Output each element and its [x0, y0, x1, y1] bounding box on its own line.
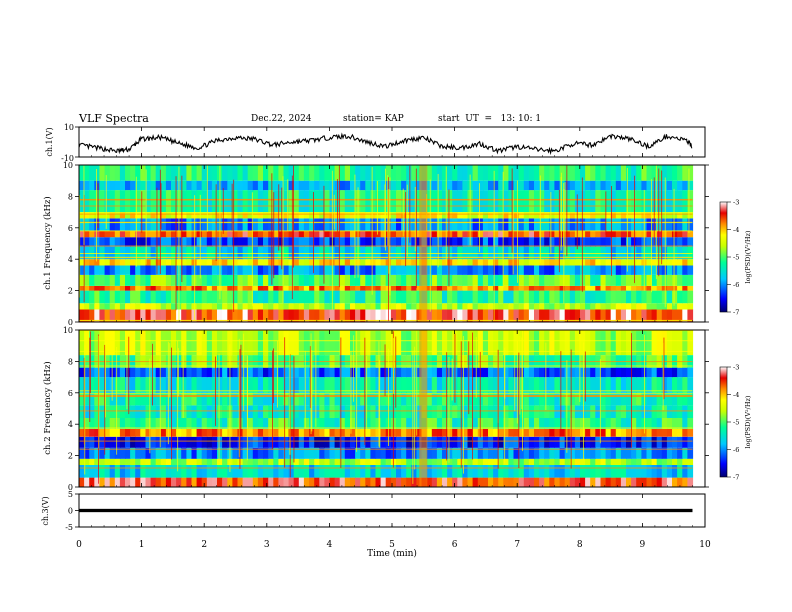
ch3-ytick-label: 5 — [68, 490, 73, 499]
x-tick-label: 0 — [76, 540, 82, 550]
x-tick-label: 8 — [577, 540, 583, 550]
ch1-spec-ytick-label: 8 — [68, 192, 73, 201]
start-time-label: start UT = 13: 10: 1 — [438, 114, 542, 124]
ch1-colorbar-label: log(PSD)(V²/Hz) — [744, 230, 752, 283]
ch2-colorbar-tick-label: -4 — [733, 391, 739, 399]
ch2-colorbar: -3 -4 -5 -6 -7 log(PSD)(V²/Hz) — [719, 364, 752, 482]
ch1-spectrogram-panel: 0 2 4 6 8 10 ch.1 Frequency (kHz) — [42, 161, 709, 327]
ch1-spec-burst-band — [419, 165, 428, 322]
ch1-colorbar-tick-label: -4 — [733, 226, 739, 234]
ch1-ytick-bottom: -10 — [61, 154, 74, 163]
time-axis: 0 1 2 3 4 5 6 7 8 9 10 — [76, 127, 711, 550]
ch1-spec-ytick-label: 2 — [68, 287, 73, 296]
x-tick-label: 3 — [264, 540, 270, 550]
time-axis-label: Time (min) — [367, 548, 417, 559]
x-tick-label: 7 — [514, 540, 520, 550]
ch2-spec-ytick-label: 4 — [68, 420, 73, 429]
ch2-spec-burst-band — [419, 330, 428, 487]
x-tick-label: 10 — [699, 540, 711, 550]
ch2-spectrogram-image — [79, 330, 705, 487]
ch1-spectrogram-image — [79, 165, 705, 322]
ch2-spectrogram-panel: 0 2 4 6 8 10 ch.2 Frequency (kHz) — [42, 326, 709, 492]
ch3-waveform-ylabel: ch.3(V) — [41, 496, 50, 525]
ch2-colorbar-tick-label: -5 — [733, 419, 739, 427]
x-tick-label: 5 — [389, 540, 395, 550]
x-tick-label: 1 — [139, 540, 145, 550]
ch1-colorbar-tick-label: -6 — [733, 281, 739, 289]
ch1-spectrogram-ylabel: ch.1 Frequency (kHz) — [42, 196, 53, 289]
ch3-waveform-band — [79, 508, 693, 513]
x-tick-label: 4 — [327, 540, 333, 550]
ch2-colorbar-tick-label: -7 — [733, 474, 739, 482]
ch1-waveform-panel: 10 -10 ch.1(V) — [45, 123, 706, 163]
ch2-colorbar-label: log(PSD)(V²/Hz) — [744, 395, 752, 448]
ch2-spec-ytick-label: 0 — [68, 483, 73, 492]
ch2-spectrogram-ylabel: ch.2 Frequency (kHz) — [42, 361, 53, 454]
ch3-waveform-panel: 5 0 -5 ch.3(V) — [41, 490, 706, 532]
ch2-colorbar-tick-label: -6 — [733, 446, 739, 454]
ch2-spec-ytick-label: 10 — [63, 326, 73, 335]
figure-title: VLF Spectra — [79, 112, 149, 125]
ch1-colorbar-tick-label: -5 — [733, 254, 739, 262]
ch1-colorbar: -3 -4 -5 -6 -7 log(PSD)(V²/Hz) — [719, 199, 752, 317]
x-tick-label: 2 — [201, 540, 207, 550]
ch1-colorbar-tick-label: -3 — [733, 199, 739, 207]
ch1-spec-ytick-label: 4 — [68, 255, 73, 264]
ch1-colorbar-tick-label: -7 — [733, 309, 739, 317]
ch2-colorbar-tick-label: -3 — [733, 364, 739, 372]
x-tick-label: 9 — [640, 540, 646, 550]
ch1-ytick-top: 10 — [64, 123, 74, 132]
x-tick-label: 6 — [452, 540, 458, 550]
date-label: Dec.22, 2024 — [251, 114, 312, 124]
ch2-spec-ytick-label: 2 — [68, 452, 73, 461]
ch1-spec-ytick-label: 10 — [63, 161, 73, 170]
ch1-waveform-line — [78, 132, 693, 156]
ch1-spec-ytick-label: 0 — [68, 318, 73, 327]
ch3-ytick-label: -5 — [65, 523, 73, 532]
ch1-spec-ytick-label: 6 — [68, 224, 73, 233]
station-label: station= KAP — [343, 114, 404, 124]
ch2-spec-ytick-label: 8 — [68, 357, 73, 366]
ch2-spec-ytick-label: 6 — [68, 389, 73, 398]
ch3-ytick-label: 0 — [68, 507, 73, 516]
ch2-colorbar-ramp — [719, 366, 728, 478]
ch1-waveform-ylabel: ch.1(V) — [45, 127, 54, 156]
ch1-colorbar-ramp — [719, 201, 728, 313]
